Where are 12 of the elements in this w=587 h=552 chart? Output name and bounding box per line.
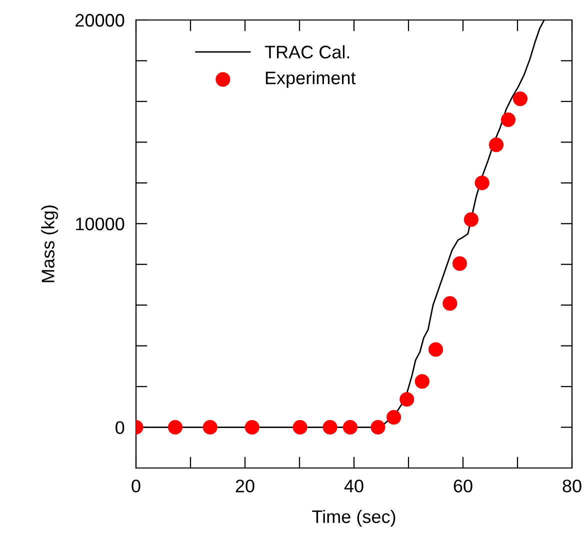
x-tick-label: 80 bbox=[562, 480, 582, 492]
x-tick-label: 60 bbox=[454, 480, 472, 492]
y-tick-label: 0 bbox=[116, 421, 124, 434]
y-tick-label: 10000 bbox=[76, 218, 124, 230]
legend-label: TRAC Cal. bbox=[264, 45, 350, 58]
y-tick-label: 20000 bbox=[76, 14, 124, 27]
y-axis-title: Mass (kg) bbox=[41, 205, 58, 282]
legend-label: Experiment bbox=[266, 71, 356, 88]
x-tick-label: 0 bbox=[132, 480, 140, 492]
x-tick-label: 40 bbox=[344, 480, 364, 492]
x-axis-title: Time (sec) bbox=[312, 510, 396, 527]
x-tick-label: 20 bbox=[236, 480, 254, 492]
